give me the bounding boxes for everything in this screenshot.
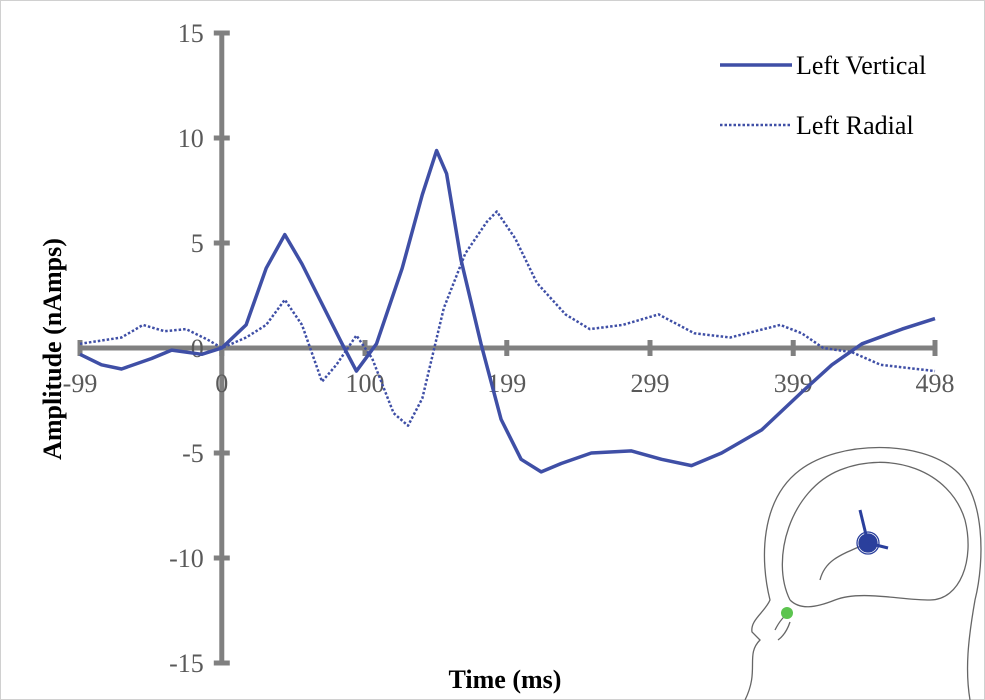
y-tick-label: -10	[169, 544, 204, 573]
brain-outline	[781, 461, 969, 608]
x-tick-label: 299	[631, 369, 670, 398]
x-axis-label: Time (ms)	[449, 665, 562, 694]
eye-dot	[781, 607, 793, 619]
y-tick-label: 15	[178, 19, 204, 48]
y-tick-label: 5	[191, 229, 204, 258]
dipole-vertical	[858, 509, 870, 544]
y-tick-label: 10	[178, 124, 204, 153]
y-tick-label: -5	[182, 439, 204, 468]
x-tick-label: 498	[916, 369, 955, 398]
y-axis-label: Amplitude (nAmps)	[38, 238, 67, 460]
legend-label: Left Vertical	[796, 51, 926, 80]
dipole-radial	[867, 541, 889, 550]
x-tick-label: 399	[774, 369, 813, 398]
y-tick-label: -15	[169, 649, 204, 678]
head-outline	[744, 446, 982, 700]
x-tick-label: 0	[215, 369, 228, 398]
series-line	[79, 148, 936, 474]
dipole-ring	[856, 531, 880, 555]
legend-label: Left Radial	[796, 111, 914, 140]
series-line	[79, 210, 936, 427]
x-tick-label: 100	[346, 369, 385, 398]
x-tick-label: -99	[63, 369, 98, 398]
y-tick-label: 0	[191, 334, 204, 363]
head-illustration	[744, 446, 982, 700]
